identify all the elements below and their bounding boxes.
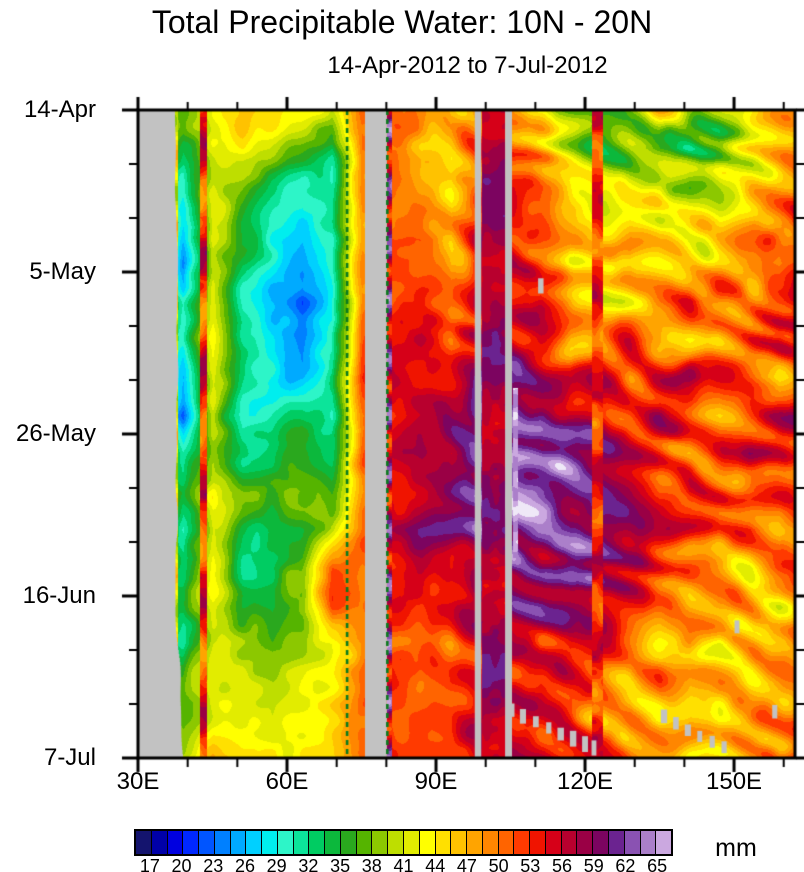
colorbar-tick-label: 50 <box>488 856 509 872</box>
colorbar-tick-label: 35 <box>330 856 351 872</box>
colorbar-segment <box>356 831 373 854</box>
colorbar-segment <box>640 831 657 854</box>
x-axis-tick-label: 60E <box>265 768 309 795</box>
y-axis-tick-label: 7-Jul <box>43 744 96 771</box>
colorbar-segment <box>498 831 515 854</box>
colorbar-segment <box>230 831 247 854</box>
page-title: Total Precipitable Water: 10N - 20N <box>151 4 653 40</box>
colorbar-segment <box>136 831 152 854</box>
colorbar-segment <box>293 831 310 854</box>
colorbar <box>134 829 673 856</box>
colorbar-tick-label: 26 <box>234 856 255 872</box>
colorbar-segment <box>277 831 294 854</box>
colorbar-segment <box>419 831 436 854</box>
colorbar-segment <box>199 831 215 854</box>
colorbar-segment <box>624 831 641 854</box>
colorbar-segment <box>325 831 341 854</box>
y-axis-tick-label: 26-May <box>15 420 96 447</box>
colorbar-segment <box>372 831 389 854</box>
colorbar-tick-label: 53 <box>520 856 541 872</box>
plot-subtitle: 14-Apr-2012 to 7-Jul-2012 <box>327 52 608 79</box>
colorbar-segment <box>514 831 531 854</box>
colorbar-tick-label: 47 <box>456 856 477 872</box>
colorbar-segment <box>577 831 594 854</box>
colorbar-segment <box>309 831 326 854</box>
colorbar-segment <box>608 831 625 854</box>
colorbar-tick-label: 38 <box>361 856 382 872</box>
colorbar-tick-label: 62 <box>615 856 636 872</box>
colorbar-segment <box>262 831 278 854</box>
colorbar-segment <box>246 831 263 854</box>
colorbar-tick-label: 56 <box>552 856 573 872</box>
colorbar-tick-label: 41 <box>393 856 414 872</box>
colorbar-segment <box>530 831 546 854</box>
colorbar-segment <box>467 831 483 854</box>
colorbar-segment <box>340 831 357 854</box>
y-axis-tick-label: 16-Jun <box>22 582 96 609</box>
x-axis-tick-label: 150E <box>706 768 763 795</box>
colorbar-segment <box>435 831 452 854</box>
colorbar-tick-label: 29 <box>266 856 287 872</box>
colorbar-segment <box>482 831 499 854</box>
colorbar-segment <box>561 831 578 854</box>
x-axis-tick-label: 120E <box>556 768 614 795</box>
colorbar-tick-label: 20 <box>171 856 192 872</box>
colorbar-units-label: mm <box>715 834 757 862</box>
colorbar-segment <box>656 831 672 854</box>
colorbar-segment <box>214 831 231 854</box>
x-axis-tick-label: 30E <box>116 768 160 795</box>
colorbar-tick-label: 32 <box>298 856 319 872</box>
colorbar-segment <box>451 831 468 854</box>
colorbar-segment <box>183 831 200 854</box>
colorbar-segment <box>593 831 609 854</box>
colorbar-tick-label: 44 <box>425 856 446 872</box>
x-axis-tick-label: 90E <box>414 768 458 795</box>
colorbar-tick-label: 59 <box>583 856 604 872</box>
y-axis-tick-label: 14-Apr <box>23 96 96 123</box>
colorbar-segment <box>151 831 168 854</box>
colorbar-tick-label: 65 <box>647 856 668 872</box>
colorbar-tick-label: 17 <box>139 856 160 872</box>
colorbar-segment <box>388 831 405 854</box>
colorbar-segment <box>545 831 562 854</box>
y-axis-tick-label: 5-May <box>29 258 96 285</box>
colorbar-tick-label: 23 <box>203 856 224 872</box>
colorbar-segment <box>167 831 184 854</box>
colorbar-segment <box>404 831 420 854</box>
